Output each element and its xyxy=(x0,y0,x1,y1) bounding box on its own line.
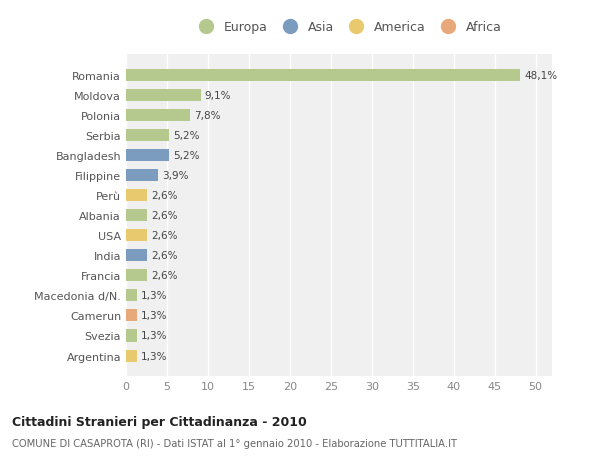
Text: 9,1%: 9,1% xyxy=(205,91,231,101)
Text: COMUNE DI CASAPROTA (RI) - Dati ISTAT al 1° gennaio 2010 - Elaborazione TUTTITAL: COMUNE DI CASAPROTA (RI) - Dati ISTAT al… xyxy=(12,438,457,448)
Text: 2,6%: 2,6% xyxy=(151,231,178,241)
Bar xyxy=(126,290,137,302)
Text: 2,6%: 2,6% xyxy=(151,271,178,281)
Text: 48,1%: 48,1% xyxy=(524,71,557,81)
Text: 5,2%: 5,2% xyxy=(173,131,199,141)
Bar xyxy=(126,330,137,342)
Bar xyxy=(126,270,148,282)
Text: 1,3%: 1,3% xyxy=(141,351,167,361)
Bar xyxy=(126,70,520,82)
Text: 3,9%: 3,9% xyxy=(162,171,188,181)
Bar xyxy=(126,350,137,362)
Text: 2,6%: 2,6% xyxy=(151,251,178,261)
Text: 1,3%: 1,3% xyxy=(141,291,167,301)
Legend: Europa, Asia, America, Africa: Europa, Asia, America, Africa xyxy=(188,17,506,39)
Bar xyxy=(126,130,169,142)
Text: 7,8%: 7,8% xyxy=(194,111,220,121)
Bar xyxy=(126,310,137,322)
Text: 1,3%: 1,3% xyxy=(141,311,167,321)
Text: 1,3%: 1,3% xyxy=(141,331,167,341)
Text: 5,2%: 5,2% xyxy=(173,151,199,161)
Text: Cittadini Stranieri per Cittadinanza - 2010: Cittadini Stranieri per Cittadinanza - 2… xyxy=(12,415,307,428)
Bar xyxy=(126,170,158,182)
Bar xyxy=(126,110,190,122)
Text: 2,6%: 2,6% xyxy=(151,191,178,201)
Bar xyxy=(126,190,148,202)
Bar xyxy=(126,90,200,102)
Bar xyxy=(126,230,148,242)
Bar xyxy=(126,150,169,162)
Bar xyxy=(126,210,148,222)
Text: 2,6%: 2,6% xyxy=(151,211,178,221)
Bar xyxy=(126,250,148,262)
